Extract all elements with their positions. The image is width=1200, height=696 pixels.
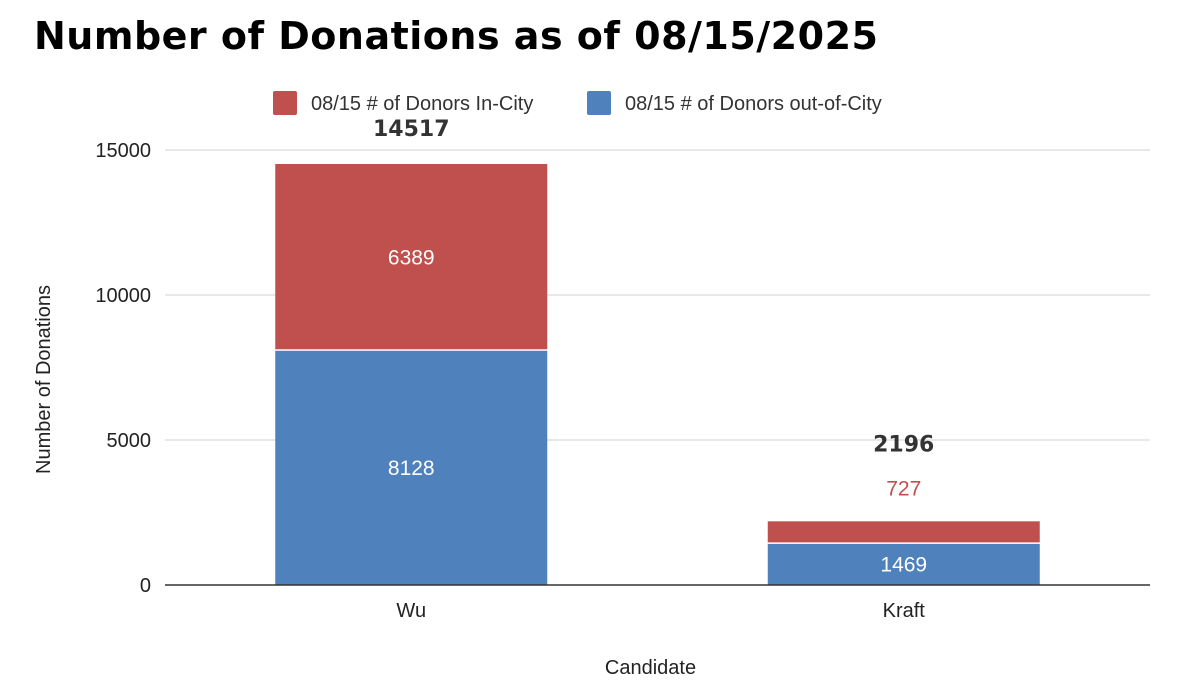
legend: 08/15 # of Donors In-City 08/15 # of Dono…: [273, 91, 882, 115]
bar-kraft-series-0: [767, 543, 1040, 585]
y-tick-label: 10000: [95, 285, 151, 307]
legend-swatch: [273, 91, 297, 115]
x-axis-ticks: Wu Kraft: [396, 600, 925, 622]
total-label: 14517: [373, 117, 450, 142]
bar-kraft-series-1: [767, 521, 1040, 543]
total-label: 2196: [873, 432, 934, 457]
bar-wu-series-1: [275, 164, 548, 350]
x-axis-label: Candidate: [605, 657, 696, 679]
data-label: 1469: [880, 554, 927, 577]
y-tick-label: 5000: [107, 430, 152, 452]
x-tick-label: Kraft: [883, 600, 926, 622]
data-labels: 8128 6389 14517 1469 727 2196: [373, 117, 934, 577]
legend-swatch: [587, 91, 611, 115]
bars: [275, 164, 1040, 585]
x-tick-label: Wu: [396, 600, 426, 622]
data-label: 6389: [388, 247, 435, 270]
y-axis-ticks: 0 5000 10000 15000: [95, 140, 151, 597]
bar-wu-series-0: [275, 350, 548, 585]
data-label: 8128: [388, 457, 435, 480]
y-tick-label: 15000: [95, 140, 151, 162]
data-label: 727: [886, 477, 921, 500]
legend-label: 08/15 # of Donors In-City: [311, 93, 533, 115]
y-axis-label: Number of Donations: [33, 285, 55, 474]
legend-label: 08/15 # of Donors out-of-City: [625, 93, 882, 115]
y-tick-label: 0: [140, 575, 151, 597]
chart-title: Number of Donations as of 08/15/2025: [34, 14, 879, 58]
